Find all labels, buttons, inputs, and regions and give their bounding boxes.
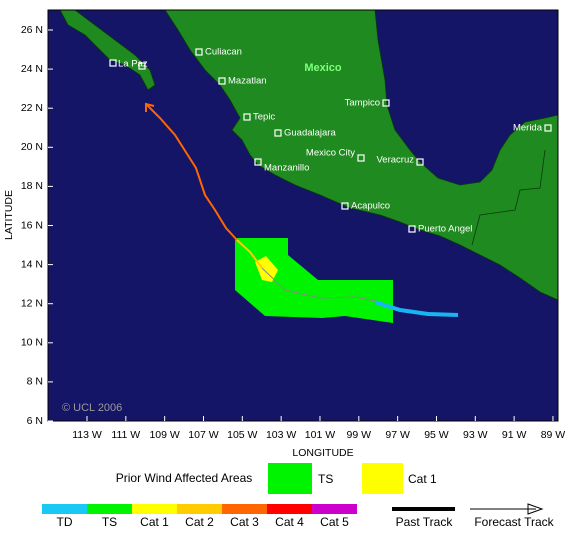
- x-tick-label: 105 W: [227, 429, 257, 441]
- legend-label: Cat 1: [408, 472, 437, 486]
- country-border: [471, 149, 546, 246]
- category-legend: TD TS Cat 1 Cat 2 Cat 3 Cat 4 Cat 5: [42, 504, 357, 529]
- x-tick-label: 103 W: [266, 429, 296, 441]
- plot-frame: [47, 9, 559, 422]
- y-tick-label: 16 N: [21, 219, 43, 231]
- category-label: TS: [102, 515, 117, 529]
- y-tick-label: 10 N: [21, 337, 43, 349]
- category-label: Cat 4: [275, 515, 304, 529]
- x-tick-label: 93 W: [463, 429, 488, 441]
- city-label: Manzanillo: [264, 163, 309, 174]
- past-track: [374, 300, 459, 317]
- city-label: Acapulco: [351, 201, 390, 212]
- category-swatch: [87, 504, 132, 514]
- legend-swatch: [362, 463, 403, 494]
- city-marker: [382, 99, 390, 107]
- x-tick-label: 113 W: [72, 429, 102, 441]
- x-tick-label: 99 W: [347, 429, 372, 441]
- legend-label: TS: [318, 472, 333, 486]
- category-label: Cat 2: [185, 515, 214, 529]
- city-marker: [195, 48, 203, 56]
- y-tick-label: 18 N: [21, 180, 43, 192]
- legend-label: Forecast Track: [474, 515, 554, 529]
- category-label: Cat 5: [320, 515, 349, 529]
- x-tick-label: 111 W: [111, 429, 140, 441]
- city-label: Puerto Angel: [418, 224, 472, 235]
- y-axis-label: LATITUDE: [3, 190, 15, 240]
- y-tick-label: 20 N: [21, 141, 43, 153]
- category-swatch: [132, 504, 177, 514]
- city-label: Tampico: [345, 98, 380, 109]
- x-axis-label: LONGITUDE: [292, 447, 353, 459]
- y-tick-label: 6 N: [27, 415, 43, 427]
- x-tick-label: 107 W: [188, 429, 218, 441]
- city-marker: [218, 77, 226, 85]
- city-label: Veracruz: [377, 155, 415, 166]
- cat1-wind-area: [255, 256, 278, 282]
- x-tick-label: 95 W: [424, 429, 449, 441]
- forecast-track-yellow: [236, 239, 263, 269]
- city-marker: [274, 129, 282, 137]
- forecast-track-inner: [261, 267, 381, 303]
- ts-wind-area: [235, 238, 393, 323]
- category-label: Cat 1: [140, 515, 169, 529]
- credit: © UCL 2006: [62, 402, 122, 414]
- category-swatch: [42, 504, 87, 514]
- city-marker: [544, 124, 552, 132]
- y-tick-label: 26 N: [21, 24, 43, 36]
- city-marker: [243, 113, 251, 121]
- country-label: Mexico: [304, 62, 342, 74]
- city-label: Mazatlan: [228, 76, 267, 87]
- category-swatch: [267, 504, 312, 514]
- city-label: Culiacan: [205, 47, 242, 58]
- city-label: Mexico City: [306, 148, 355, 159]
- x-tick-label: 91 W: [502, 429, 527, 441]
- y-tick-label: 14 N: [21, 258, 43, 270]
- x-tick-label: 97 W: [385, 429, 410, 441]
- city-marker: [341, 202, 349, 210]
- y-tick-label: 8 N: [27, 376, 43, 388]
- forecast-track-orange: [145, 103, 238, 241]
- legend-label: Past Track: [396, 515, 454, 529]
- x-tick-label: 109 W: [149, 429, 179, 441]
- land-baja: [59, 9, 156, 91]
- city-marker: [138, 62, 146, 70]
- x-tick-label: 89 W: [541, 429, 566, 441]
- city-marker: [408, 225, 416, 233]
- category-label: TD: [57, 515, 73, 529]
- city-marker: [254, 158, 262, 166]
- category-swatch: [177, 504, 222, 514]
- city-marker: [109, 59, 117, 67]
- forecast-arrow: [527, 503, 544, 515]
- category-label: Cat 3: [230, 515, 259, 529]
- forecast-arrowhead: [145, 102, 155, 112]
- y-tick-label: 24 N: [21, 63, 43, 75]
- city-label: La Paz: [118, 59, 148, 70]
- city-label: Tepic: [253, 112, 275, 123]
- x-tick-label: 101 W: [305, 429, 335, 441]
- city-label: Guadalajara: [284, 128, 336, 139]
- city-label: Merida: [513, 123, 543, 134]
- city-marker: [416, 158, 424, 166]
- y-tick-label: 12 N: [21, 297, 43, 309]
- category-swatch: [312, 504, 357, 514]
- y-tick-label: 22 N: [21, 102, 43, 114]
- category-swatch: [222, 504, 267, 514]
- legend-title: Prior Wind Affected Areas: [116, 471, 253, 485]
- legend-swatch: [268, 463, 312, 494]
- city-marker: [357, 154, 365, 162]
